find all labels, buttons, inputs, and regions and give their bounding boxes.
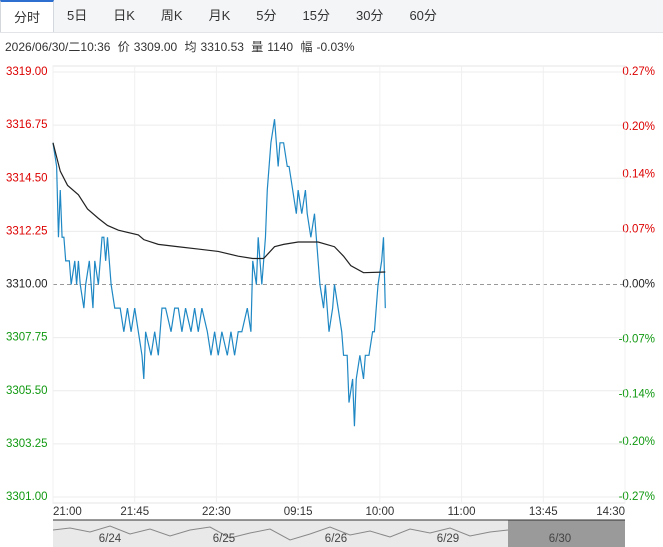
y2-tick-label: 0.00% xyxy=(622,279,655,291)
info-time: 2026/06/30/二10:36 xyxy=(5,40,111,54)
y-tick-label: 3312.25 xyxy=(6,225,48,237)
navigator-date: 6/26 xyxy=(325,533,347,545)
y2-tick-label: 0.07% xyxy=(622,223,655,235)
info-line: 2026/06/30/二10:36 价 3309.00 均 3310.53 量 114… xyxy=(5,38,359,55)
navigator-date: 6/29 xyxy=(437,533,459,545)
y-tick-label: 3303.25 xyxy=(6,438,48,450)
x-tick-label: 11:00 xyxy=(448,506,476,518)
x-tick-label: 09:15 xyxy=(284,506,313,518)
navigator-date: 6/25 xyxy=(213,533,235,545)
info-value: 1140 xyxy=(267,40,294,54)
y2-tick-label: 0.14% xyxy=(622,168,655,180)
x-tick-label: 21:00 xyxy=(53,506,82,518)
tab[interactable]: 60分 xyxy=(409,8,437,23)
tab[interactable]: 15分 xyxy=(302,8,330,23)
y-tick-label: 3314.50 xyxy=(6,172,48,184)
y-tick-label: 3316.75 xyxy=(6,119,48,131)
x-tick-label: 10:00 xyxy=(365,506,394,518)
y-tick-label: 3307.75 xyxy=(6,332,48,344)
y-tick-label: 3310.00 xyxy=(6,279,48,291)
info-label: 量 xyxy=(251,40,264,54)
x-tick-label: 14:30 xyxy=(596,506,625,518)
x-tick-label: 21:45 xyxy=(120,506,149,518)
tab[interactable]: 日K xyxy=(113,8,135,23)
navigator-window[interactable] xyxy=(508,520,625,547)
y-tick-label: 3319.00 xyxy=(6,66,48,78)
tab[interactable]: 5日 xyxy=(67,8,88,23)
y2-tick-label: 0.27% xyxy=(622,66,655,78)
y2-tick-label: -0.27% xyxy=(619,491,655,503)
tab[interactable]: 30分 xyxy=(355,8,384,23)
navigator-date: 6/24 xyxy=(99,533,122,545)
y2-tick-label: -0.14% xyxy=(619,389,655,401)
info-label: 价 xyxy=(117,40,130,54)
y2-tick-label: 0.20% xyxy=(622,121,655,133)
info-label: 均 xyxy=(184,40,197,54)
x-tick-label: 13:45 xyxy=(529,506,558,518)
info-label: 幅 xyxy=(300,40,313,54)
info-value: 3309.00 xyxy=(133,40,178,54)
y-tick-label: 3301.00 xyxy=(6,491,48,503)
navigator-line xyxy=(52,525,509,541)
info-value: -0.03% xyxy=(316,40,355,54)
price-line xyxy=(52,142,386,274)
y-tick-label: 3305.50 xyxy=(6,385,48,397)
price-line xyxy=(52,119,386,427)
tab[interactable]: 月K xyxy=(208,8,231,23)
navigator-date: 6/30 xyxy=(549,533,571,545)
tab[interactable]: 5分 xyxy=(256,8,277,23)
y2-tick-label: -0.07% xyxy=(619,334,655,346)
tab[interactable]: 分时 xyxy=(0,0,55,32)
x-tick-label: 22:30 xyxy=(202,506,231,518)
y2-tick-label: -0.20% xyxy=(619,436,655,448)
tab-bar: 分时 5日 日K 周K 月K 5分 15分 30分 60分 xyxy=(0,0,663,33)
info-value: 3310.53 xyxy=(200,40,244,54)
tab[interactable]: 周K xyxy=(160,8,183,23)
